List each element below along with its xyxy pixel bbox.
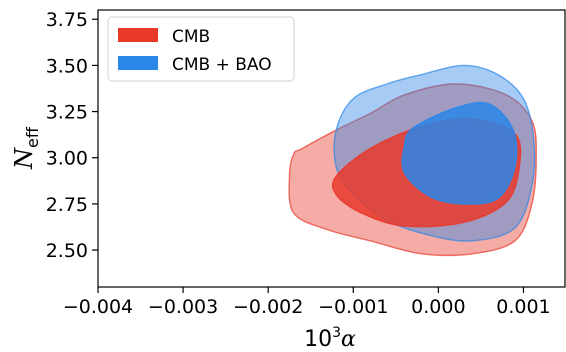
x-axis: −0.004 −0.003 −0.002 −0.001 0.000 0.001 — [63, 287, 551, 318]
legend-swatch-cmb-bao — [118, 56, 158, 70]
x-tick-label: −0.001 — [318, 296, 388, 318]
x-axis-title-exponent: 3 — [332, 325, 341, 341]
x-axis-title-base: 10 — [304, 327, 332, 352]
legend-swatch-cmb — [118, 28, 158, 42]
x-tick-label: −0.004 — [63, 296, 133, 318]
plot-frame — [97, 9, 566, 288]
cmb-bao-68-contour — [401, 101, 518, 205]
svg-text:103α: 103α — [304, 325, 356, 352]
y-tick-label: 3.75 — [46, 9, 88, 31]
y-tick-label: 2.75 — [46, 194, 88, 216]
x-axis-title: 103α — [304, 325, 356, 352]
x-tick-label: −0.002 — [233, 296, 303, 318]
x-tick-label: −0.003 — [148, 296, 218, 318]
x-tick-label: 0.001 — [496, 296, 550, 318]
legend-label-cmb: CMB — [172, 27, 210, 47]
y-tick-label: 3.25 — [46, 102, 88, 124]
x-tick-label: 0.000 — [411, 296, 465, 318]
contour-layer — [288, 64, 537, 257]
legend-label-cmb-bao: CMB + BAO — [172, 55, 272, 75]
y-tick-label: 3.50 — [46, 55, 88, 77]
y-tick-label: 3.00 — [46, 148, 88, 170]
y-axis-title: Neff — [10, 126, 42, 170]
y-axis-title-main: N — [10, 147, 38, 170]
legend: CMB CMB + BAO — [107, 16, 295, 82]
y-tick-label: 2.50 — [46, 240, 88, 262]
x-axis-title-var: α — [341, 327, 356, 352]
y-axis-title-sub: eff — [23, 126, 42, 148]
svg-text:Neff: Neff — [10, 126, 42, 170]
y-axis: 2.50 2.75 3.00 3.25 3.50 3.75 — [46, 9, 98, 262]
